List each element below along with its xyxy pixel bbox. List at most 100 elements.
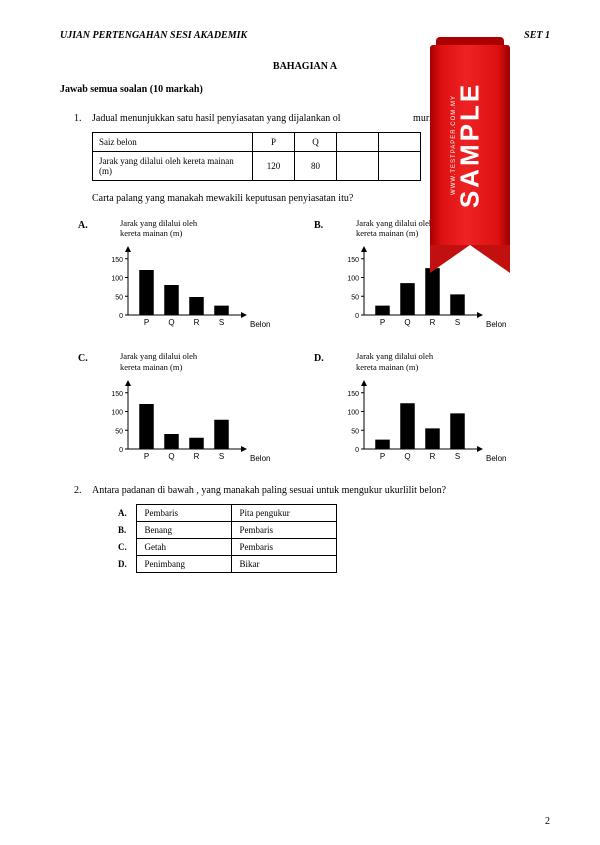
bar-chart-C: 0 50 100 150 P Q R S Belon <box>100 376 280 471</box>
svg-text:Belon: Belon <box>250 454 270 463</box>
svg-text:P: P <box>144 318 149 327</box>
cell-size-label: Saiz belon <box>93 133 253 152</box>
svg-text:Q: Q <box>404 452 410 461</box>
chart-ylabel: Jarak yang dilalui olehkereta mainan (m) <box>356 351 550 371</box>
cell: Q <box>295 133 337 152</box>
svg-text:100: 100 <box>111 276 123 283</box>
svg-text:S: S <box>455 318 460 327</box>
svg-text:150: 150 <box>347 391 359 398</box>
cell: Pita pengukur <box>231 504 336 521</box>
svg-text:S: S <box>455 452 460 461</box>
chart-option-A: A. Jarak yang dilalui olehkereta mainan … <box>78 218 314 337</box>
instruction: Jawab semua soalan (10 markah) <box>60 84 550 95</box>
page-header: UJIAN PERTENGAHAN SESI AKADEMIK SET 1 <box>60 30 550 41</box>
cell <box>379 133 421 152</box>
cell: Bikar <box>231 555 336 572</box>
option-letter: B. <box>110 521 136 538</box>
svg-text:S: S <box>219 318 224 327</box>
cell-distance-label: Jarak yang dilalui oleh kereta mainan (m… <box>93 152 253 181</box>
svg-text:150: 150 <box>111 257 123 264</box>
svg-text:R: R <box>194 452 200 461</box>
q2-text: Antara padanan di bawah , yang manakah p… <box>92 485 550 496</box>
cell <box>337 133 379 152</box>
option-letter: C. <box>110 538 136 555</box>
table-row: Jarak yang dilalui oleh kereta mainan (m… <box>93 152 421 181</box>
svg-text:100: 100 <box>347 409 359 416</box>
svg-text:0: 0 <box>355 447 359 454</box>
option-letter: D. <box>110 555 136 572</box>
svg-text:0: 0 <box>119 313 123 320</box>
svg-text:R: R <box>430 318 436 327</box>
chart-row-2: C. Jarak yang dilalui olehkereta mainan … <box>78 351 550 470</box>
q1-subtext: Carta palang yang manakah mewakili keput… <box>92 193 550 204</box>
bar-chart-A: 0 50 100 150 P Q R S Belon <box>100 242 280 337</box>
table-row: C. Getah Pembaris <box>110 538 336 555</box>
svg-text:50: 50 <box>351 295 359 302</box>
svg-text:150: 150 <box>111 391 123 398</box>
question-1: 1. Jadual menunjukkan satu hasil penyias… <box>74 113 550 124</box>
cell <box>379 152 421 181</box>
cell: 80 <box>295 152 337 181</box>
svg-text:150: 150 <box>347 257 359 264</box>
q1-data-table: Saiz belon P Q Jarak yang dilalui oleh k… <box>92 132 421 181</box>
cell: 120 <box>253 152 295 181</box>
chart-row-1: A. Jarak yang dilalui olehkereta mainan … <box>78 218 550 337</box>
svg-text:P: P <box>144 452 149 461</box>
cell <box>337 152 379 181</box>
cell: Pembaris <box>231 538 336 555</box>
option-letter: A. <box>78 218 100 337</box>
option-letter: A. <box>110 504 136 521</box>
chart-ylabel: Jarak yang dilalui olehkereta mainan (m) <box>356 218 550 238</box>
svg-text:Belon: Belon <box>250 320 270 329</box>
option-letter: D. <box>314 351 336 470</box>
question-2: 2. Antara padanan di bawah , yang manaka… <box>74 485 550 496</box>
chart-option-C: C. Jarak yang dilalui olehkereta mainan … <box>78 351 314 470</box>
svg-text:P: P <box>380 318 385 327</box>
page-number: 2 <box>545 816 550 827</box>
svg-text:R: R <box>430 452 436 461</box>
svg-text:0: 0 <box>119 447 123 454</box>
svg-text:Belon: Belon <box>486 454 506 463</box>
svg-text:Q: Q <box>168 318 174 327</box>
chart-option-B: B. Jarak yang dilalui olehkereta mainan … <box>314 218 550 337</box>
svg-text:100: 100 <box>347 276 359 283</box>
svg-text:50: 50 <box>115 295 123 302</box>
chart-ylabel: Jarak yang dilalui olehkereta mainan (m) <box>120 351 314 371</box>
q1-number: 1. <box>74 113 92 124</box>
svg-text:R: R <box>194 318 200 327</box>
cell: Getah <box>136 538 231 555</box>
bar-chart-B: 0 50 100 150 P Q R S Belon <box>336 242 516 337</box>
chart-option-D: D. Jarak yang dilalui olehkereta mainan … <box>314 351 550 470</box>
svg-text:P: P <box>380 452 385 461</box>
svg-text:50: 50 <box>351 428 359 435</box>
option-letter: C. <box>78 351 100 470</box>
charts-container: A. Jarak yang dilalui olehkereta mainan … <box>78 218 550 471</box>
svg-text:50: 50 <box>115 428 123 435</box>
bar-chart-D: 0 50 100 150 P Q R S Belon <box>336 376 516 471</box>
cell: Pembaris <box>136 504 231 521</box>
table-row: Saiz belon P Q <box>93 133 421 152</box>
table-row: D. Penimbang Bikar <box>110 555 336 572</box>
q1-text: Jadual menunjukkan satu hasil penyiasata… <box>92 113 550 124</box>
svg-text:S: S <box>219 452 224 461</box>
section-title: BAHAGIAN A <box>60 61 550 72</box>
svg-text:Q: Q <box>168 452 174 461</box>
svg-text:Q: Q <box>404 318 410 327</box>
cell: Penimbang <box>136 555 231 572</box>
chart-ylabel: Jarak yang dilalui olehkereta mainan (m) <box>120 218 314 238</box>
svg-text:Belon: Belon <box>486 320 506 329</box>
q2-match-table: A. Pembaris Pita pengukur B. Benang Pemb… <box>110 504 337 573</box>
ribbon-url-text: WWW.TESTPAPER.COM.MY <box>451 95 457 195</box>
cell: Pembaris <box>231 521 336 538</box>
cell: P <box>253 133 295 152</box>
cell: Benang <box>136 521 231 538</box>
q2-number: 2. <box>74 485 92 496</box>
set-label: SET 1 <box>524 30 550 41</box>
svg-text:100: 100 <box>111 409 123 416</box>
ribbon-main-text: SAMPLE <box>455 82 486 208</box>
table-row: A. Pembaris Pita pengukur <box>110 504 336 521</box>
exam-title: UJIAN PERTENGAHAN SESI AKADEMIK <box>60 30 247 41</box>
svg-text:0: 0 <box>355 313 359 320</box>
exam-page: UJIAN PERTENGAHAN SESI AKADEMIK SET 1 BA… <box>0 0 600 845</box>
table-row: B. Benang Pembaris <box>110 521 336 538</box>
